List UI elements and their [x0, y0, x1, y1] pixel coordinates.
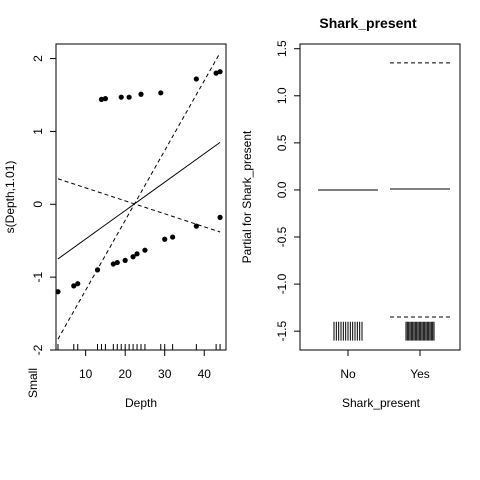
right-y-tick-label: 1.0	[275, 87, 289, 104]
residual-point	[98, 96, 105, 102]
right-y-tick-label: 0.5	[275, 134, 289, 151]
residual-point	[71, 283, 77, 289]
right-y-tick-label: -1.5	[275, 321, 289, 342]
lower-band-line	[57, 52, 221, 340]
residual-point	[193, 76, 199, 82]
right-y-tick-label: 1.5	[275, 40, 289, 57]
right-plot-frame	[299, 43, 461, 351]
right-y-tick-label: 0.0	[275, 181, 289, 198]
upper-band-line	[57, 178, 221, 233]
residual-point	[217, 69, 223, 75]
residual-point	[142, 247, 148, 253]
residual-point	[130, 254, 136, 260]
left-y-tick-label: -2	[31, 344, 45, 355]
residual-point	[55, 289, 61, 295]
left-extra-label: Small	[26, 368, 40, 398]
residual-point	[118, 94, 124, 100]
residual-point	[114, 259, 120, 266]
right-chart-title: Shark_present	[319, 15, 417, 31]
left-y-tick-label: 0	[31, 201, 45, 208]
residual-point	[110, 261, 116, 267]
right-y-tick-label: -0.5	[275, 226, 289, 247]
left-x-axis-label: Depth	[125, 396, 157, 410]
residual-point	[213, 70, 219, 76]
residual-point	[170, 234, 176, 240]
residual-point	[122, 257, 128, 263]
left-y-axis-label: s(Depth,1.01)	[3, 161, 17, 234]
left-y-tick-label: 2	[31, 55, 45, 62]
left-x-tick-label: 30	[158, 367, 172, 381]
right-y-tick-label: -1.0	[275, 273, 289, 294]
residual-point	[162, 236, 168, 242]
residual-point	[138, 91, 144, 97]
smooth-line	[57, 141, 221, 260]
residual-point	[102, 96, 109, 102]
right-x-axis-label: Shark_present	[342, 396, 421, 410]
left-x-tick-label: 10	[79, 367, 93, 381]
left-y-tick-label: 1	[31, 128, 45, 135]
right-y-axis-label: Partial for Shark_present	[240, 130, 254, 263]
residual-point	[134, 251, 140, 257]
residual-point	[158, 90, 164, 96]
residual-point	[217, 214, 223, 220]
left-x-tick-label: 40	[198, 367, 212, 381]
left-y-tick-label: -1	[31, 271, 45, 282]
residual-point	[193, 223, 199, 229]
residual-point	[94, 267, 101, 273]
right-x-tick-label: No	[340, 367, 356, 381]
left-x-tick-label: 20	[119, 367, 133, 381]
residual-point	[75, 281, 81, 287]
right-x-tick-label: Yes	[410, 367, 430, 381]
depth-smooth-panel: Depth s(Depth,1.01) Small 10 20 30 40 -2 -1 0 1…	[3, 43, 227, 410]
shark-present-panel: Shark_present Shark_present Partial for …	[240, 15, 461, 410]
left-plot-frame	[55, 43, 227, 351]
residual-point	[126, 94, 132, 100]
